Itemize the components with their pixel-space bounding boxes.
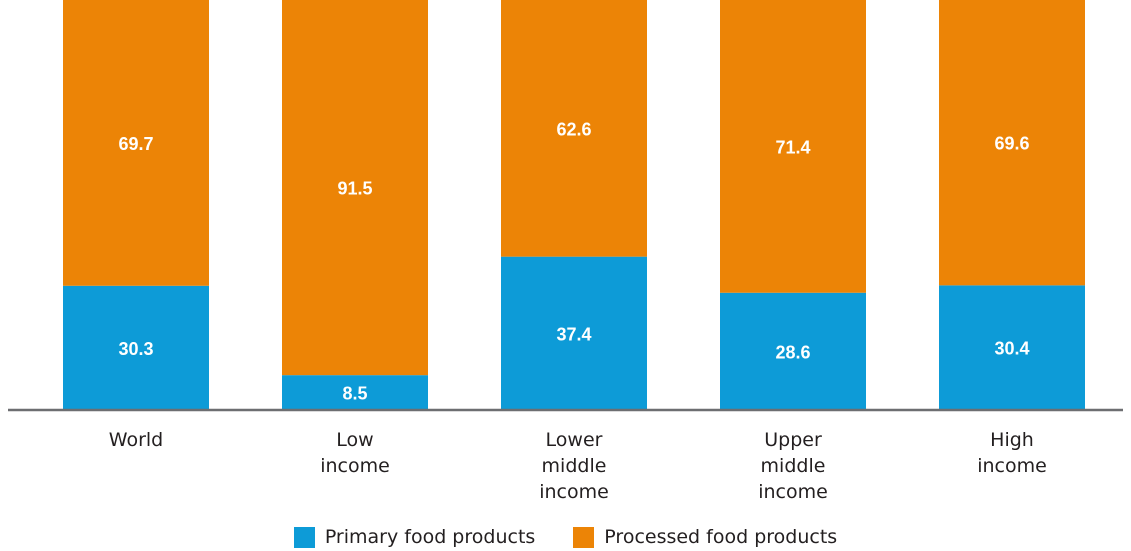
bars-group: 30.3 69.7 8.5 91.5 37.4 62.6 28.6 71.4 30.4 69.6	[63, 0, 1085, 410]
bar-high-income-processed	[939, 0, 1085, 286]
bar-upper-middle-income-primary	[720, 292, 866, 410]
data-label-lower-middle-income-primary: 37.4	[556, 324, 591, 344]
legend-label-processed: Processed food products	[604, 526, 838, 548]
bar-world-processed	[63, 0, 209, 286]
tick-label-upper-middle-income: Upper middle income	[758, 429, 828, 503]
legend-item-primary: Primary food products	[293, 526, 536, 548]
bar-low-income-processed	[282, 0, 428, 376]
bar-low-income-primary	[282, 375, 428, 410]
legend-item-processed: Processed food products	[573, 526, 837, 548]
data-label-upper-middle-income-primary: 28.6	[775, 342, 810, 362]
category-labels: World Low income Lower middle income Upper midd…	[109, 429, 1047, 503]
legend-swatch-processed	[573, 526, 595, 548]
bar-lower-middle-income-primary	[501, 256, 647, 410]
data-label-upper-middle-income-processed: 71.4	[775, 137, 810, 157]
legend: Primary food products Processed food pro…	[0, 524, 1131, 550]
stacked-bar-chart: 30.369.78.591.537.462.628.671.430.469.6 …	[8, 0, 1123, 503]
tick-label-world: World	[109, 429, 163, 451]
data-label-world-primary: 30.3	[118, 339, 153, 359]
data-label-world-processed: 69.7	[118, 134, 153, 154]
data-label-high-income-processed: 69.6	[994, 134, 1029, 154]
data-label-low-income-primary: 8.5	[342, 384, 367, 404]
tick-label-low-income: Low income	[320, 429, 390, 477]
bar-world-primary	[63, 285, 209, 410]
bar-lower-middle-income-processed	[501, 0, 647, 257]
legend-label-primary: Primary food products	[324, 526, 536, 548]
bar-upper-middle-income-processed	[720, 0, 866, 293]
data-label-low-income-processed: 91.5	[337, 179, 372, 199]
bar-high-income-primary	[939, 285, 1085, 410]
data-label-high-income-primary: 30.4	[994, 339, 1029, 359]
legend-swatch-primary	[293, 526, 315, 548]
tick-label-high-income: High income	[977, 429, 1047, 477]
data-label-lower-middle-income-processed: 62.6	[556, 119, 591, 139]
tick-label-lower-middle-income: Lower middle income	[539, 429, 609, 503]
